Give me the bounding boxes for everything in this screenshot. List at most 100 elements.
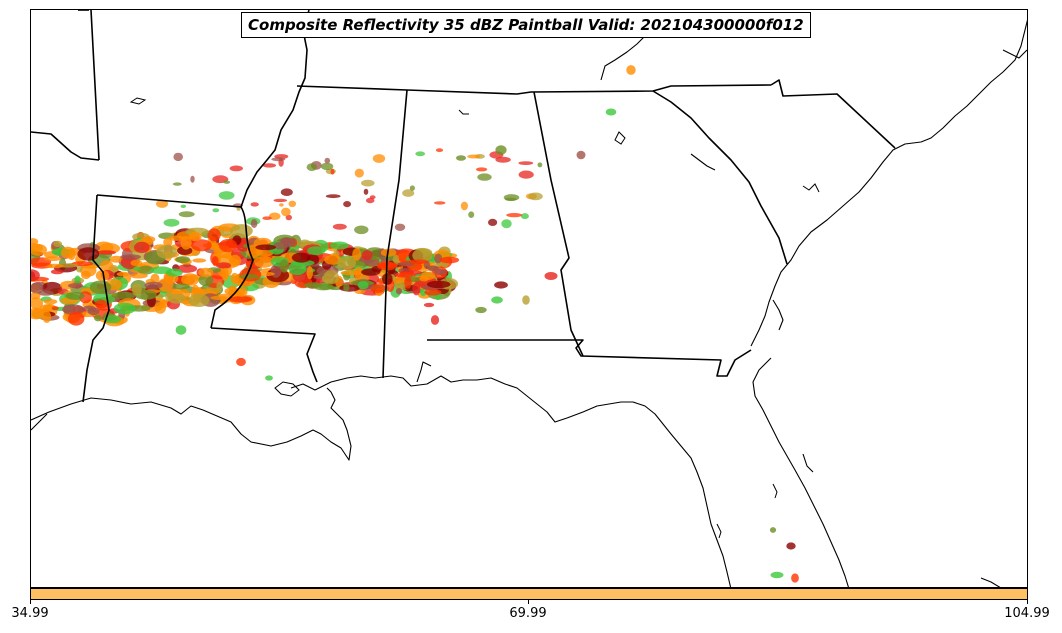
paintball-blob	[370, 283, 386, 293]
lake-3	[458, 109, 469, 115]
paintball-blob	[265, 375, 273, 381]
paintball-blob	[198, 274, 214, 287]
paintball-blob	[74, 275, 81, 286]
paintball-blob	[273, 241, 288, 250]
paintball-blob	[94, 314, 102, 322]
paintball-blob	[229, 254, 242, 267]
paintball-blob	[31, 238, 39, 245]
lake-4	[802, 183, 820, 193]
paintball-blob	[191, 239, 212, 252]
border-arkansas-west-oklahoma	[31, 131, 100, 161]
paintball-blob	[280, 188, 293, 196]
paintball-blob	[111, 291, 136, 300]
paintball-blob	[329, 241, 349, 250]
paintball-blob	[354, 225, 369, 235]
paintball-blob	[361, 250, 373, 261]
paintball-blob	[87, 307, 100, 316]
border-louisiana-north	[210, 327, 318, 383]
paintball-blob	[544, 272, 558, 280]
lake-5	[274, 381, 300, 397]
paintball-blob	[31, 297, 44, 309]
paintball-blob	[332, 223, 347, 230]
paintball-blob	[430, 315, 440, 325]
paintball-blob	[129, 273, 148, 279]
paintball-blob	[53, 240, 63, 247]
paintball-blob	[435, 148, 444, 153]
paintball-blob	[427, 265, 440, 271]
paintball-blob	[408, 259, 429, 264]
paintball-blob	[31, 292, 41, 300]
border-nc-sc	[770, 79, 896, 149]
lake-okeechobee	[802, 453, 814, 473]
paintball-blob	[130, 259, 143, 267]
paintball-blob	[495, 145, 507, 155]
paintball-blob	[167, 293, 187, 304]
paintball-blob	[522, 295, 530, 305]
paintball-blob	[423, 302, 435, 308]
paintball-blob	[518, 161, 534, 166]
paintball-blob	[262, 216, 272, 220]
paintball-blob	[113, 302, 136, 315]
paintball-blob	[141, 236, 156, 243]
border-ms-al	[382, 89, 408, 379]
paintball-blob	[409, 185, 415, 191]
coast-nc-outer	[1002, 49, 1027, 59]
paintball-blob	[394, 223, 406, 231]
paintball-blob	[134, 241, 150, 253]
paintball-blob	[357, 281, 369, 290]
paintball-blob	[320, 162, 334, 171]
paintball-blob	[769, 527, 777, 533]
paintball-blob	[343, 283, 350, 292]
border-arkansas-mo-north	[90, 10, 100, 161]
colorbar-tick-label-middle: 69.99	[509, 606, 547, 621]
paintball-blob	[175, 325, 187, 335]
paintball-blob	[253, 256, 275, 268]
paintball-blob	[131, 283, 142, 296]
paintball-blob	[477, 173, 492, 181]
paintball-blob	[250, 219, 258, 228]
paintball-blob	[365, 197, 375, 204]
paintball-blob	[133, 266, 141, 272]
paintball-blob	[103, 315, 122, 324]
border-ga-sc	[652, 90, 788, 265]
paintball-blob	[192, 258, 207, 263]
paintball-blob	[236, 357, 246, 367]
paintball-blob	[68, 283, 84, 289]
paintball-blob	[224, 287, 240, 296]
map-title: Composite Reflectivity 35 dBZ Paintball …	[241, 12, 811, 38]
paintball-blob	[363, 188, 369, 195]
paintball-blob	[255, 244, 276, 251]
coast-tx-bays	[31, 413, 48, 431]
paintball-blob	[404, 275, 412, 289]
paintball-blob	[306, 163, 317, 172]
paintball-blob	[239, 274, 259, 280]
paintball-blob	[488, 218, 498, 226]
reflectivity-paintball-layer	[31, 65, 799, 583]
paintball-blob	[397, 262, 414, 267]
coast-sc-islands	[690, 153, 716, 171]
coast-ga-islands	[772, 299, 784, 331]
border-mississippi-river	[210, 206, 254, 329]
paintball-blob	[223, 180, 231, 184]
paintball-blob	[89, 280, 112, 295]
paintball-blob	[396, 288, 402, 295]
paintball-blob	[324, 254, 342, 265]
coast-mobile-bay	[416, 361, 432, 383]
colorbar-tick-right	[1027, 600, 1028, 604]
paintball-blob	[31, 282, 44, 294]
border-al-ga	[533, 91, 584, 357]
paintball-blob	[520, 213, 529, 220]
paintball-blob	[42, 310, 52, 323]
border-al-fl	[427, 339, 752, 377]
paintball-blob	[171, 283, 190, 290]
paintball-blob	[212, 208, 220, 213]
colorbar-tick-label-right: 104.99	[1004, 606, 1050, 621]
paintball-blob	[412, 248, 433, 263]
paintball-blob	[44, 263, 64, 269]
paintball-blob	[339, 284, 360, 292]
paintball-blob	[229, 165, 243, 172]
paintball-blob	[372, 154, 386, 163]
paintball-blob	[271, 157, 286, 162]
paintball-blob	[279, 203, 284, 207]
paintball-blob	[475, 306, 487, 314]
